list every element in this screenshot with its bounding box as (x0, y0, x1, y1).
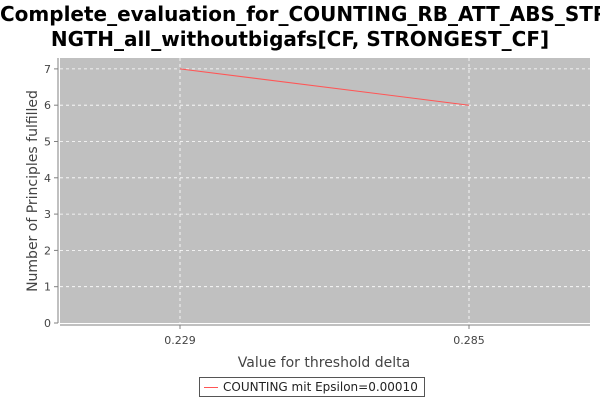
y-tick-label: 7 (44, 63, 51, 76)
y-tick-label: 4 (44, 172, 51, 185)
y-tick-label: 1 (44, 281, 51, 294)
series-line (179, 68, 470, 106)
x-tick-label: 0.285 (453, 334, 485, 347)
y-axis-label: Number of Principles fulfilled (25, 90, 41, 292)
x-tick-label: 0.229 (164, 334, 196, 347)
plot-area (60, 58, 590, 323)
y-tick-label: 0 (44, 317, 51, 330)
legend-label: COUNTING mit Epsilon=0.00010 (223, 380, 418, 394)
y-tick-label: 6 (44, 99, 51, 112)
y-tick-label: 2 (44, 244, 51, 257)
x-ticks: 0.229 0.285 (164, 325, 485, 347)
chart-title-line-1: Complete_evaluation_for_COUNTING_RB_ATT_… (0, 2, 600, 26)
y-ticks: 0 1 2 3 4 5 6 7 (44, 63, 58, 330)
legend-swatch (204, 386, 218, 388)
gridlines (60, 58, 590, 323)
y-tick-label: 3 (44, 208, 51, 221)
x-axis-label: Value for threshold delta (238, 355, 410, 371)
legend: COUNTING mit Epsilon=0.00010 (199, 377, 425, 397)
y-tick-label: 5 (44, 135, 51, 148)
chart-title: Complete_evaluation_for_COUNTING_RB_ATT_… (0, 2, 600, 52)
axes (57, 58, 590, 326)
chart-title-line-2: NGTH_all_withoutbigafs[CF, STRONGEST_CF] (50, 27, 550, 51)
series (179, 68, 470, 106)
